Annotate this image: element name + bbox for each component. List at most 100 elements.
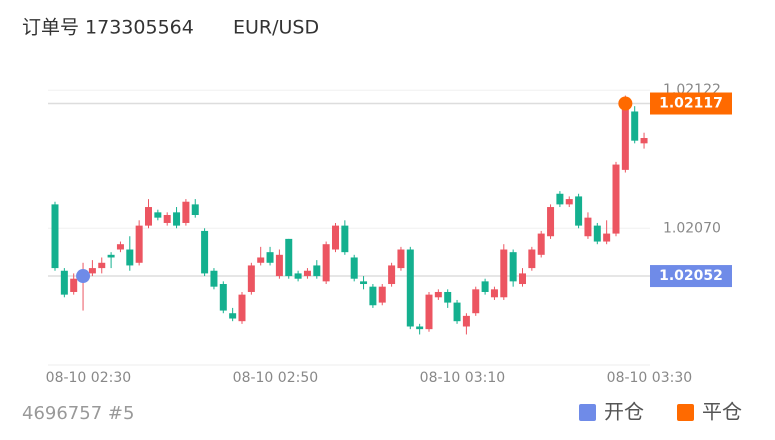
candle xyxy=(406,246,414,330)
order-id: 订单号 173305564 xyxy=(22,17,194,39)
candle-body xyxy=(621,103,629,170)
candle-body xyxy=(593,225,601,242)
candle-body xyxy=(229,313,237,319)
candle xyxy=(210,268,218,290)
candle xyxy=(397,246,405,271)
candle xyxy=(603,220,611,245)
candle-body xyxy=(285,238,293,277)
candle-body xyxy=(210,270,218,287)
candle xyxy=(434,289,442,300)
candle xyxy=(163,212,171,226)
candle xyxy=(519,268,526,287)
candle-body xyxy=(247,265,255,292)
candle-body xyxy=(425,294,433,330)
candle-body xyxy=(201,230,209,274)
marker-lines xyxy=(48,102,650,277)
candle-body xyxy=(107,254,115,258)
candle-body xyxy=(631,111,639,141)
candle xyxy=(322,241,330,285)
candle xyxy=(173,207,181,229)
candle-body xyxy=(360,281,368,285)
candle xyxy=(416,323,424,335)
candle-body xyxy=(145,207,152,226)
candle-body xyxy=(397,249,405,269)
candle-body xyxy=(481,281,489,292)
candle-body xyxy=(322,244,330,282)
candle-body xyxy=(88,268,96,274)
candle xyxy=(556,191,564,208)
candle xyxy=(303,268,311,279)
candle xyxy=(640,132,648,149)
candle xyxy=(332,222,339,253)
candle xyxy=(425,291,433,332)
candle xyxy=(388,262,396,287)
candle-body xyxy=(238,294,246,322)
candle xyxy=(219,281,227,314)
candle xyxy=(294,270,302,282)
candle xyxy=(593,222,601,245)
candle xyxy=(500,244,508,300)
candle-body xyxy=(70,278,78,292)
candle-body xyxy=(453,302,461,322)
candle xyxy=(341,220,349,255)
candle xyxy=(584,212,592,239)
x-tick-label: 08-10 03:10 xyxy=(420,370,505,386)
trade-dot xyxy=(76,269,91,284)
x-tick-label: 08-10 03:30 xyxy=(607,370,692,386)
candle xyxy=(182,199,190,226)
price-box xyxy=(650,92,732,115)
candle xyxy=(565,196,573,208)
candle-body xyxy=(341,225,349,253)
candle xyxy=(481,278,489,295)
candle-body xyxy=(219,284,227,311)
x-tick-label: 08-10 02:30 xyxy=(46,370,131,386)
candle xyxy=(88,260,96,277)
candle-body xyxy=(98,262,106,269)
price-box-label: 1.02052 xyxy=(659,268,723,284)
candle-body xyxy=(378,286,386,303)
candle xyxy=(612,161,620,237)
candle-body xyxy=(191,204,199,215)
candle xyxy=(313,260,321,279)
candle xyxy=(631,106,639,144)
candle-body xyxy=(528,249,536,269)
candle-body xyxy=(472,289,480,314)
candle-body xyxy=(537,233,545,255)
account: 4696757 #5 xyxy=(22,403,134,424)
candle xyxy=(229,307,237,322)
candle xyxy=(107,252,115,269)
legend-swatch xyxy=(677,404,694,421)
candle-body xyxy=(126,249,134,266)
candle-body xyxy=(547,207,555,237)
candle xyxy=(154,209,162,221)
y-tick-label: 1.02070 xyxy=(663,220,721,236)
candle xyxy=(537,230,545,258)
candle-body xyxy=(556,193,564,205)
candle xyxy=(257,246,265,266)
candle xyxy=(444,289,452,308)
candle-body xyxy=(275,254,283,277)
candle-body xyxy=(369,286,377,306)
candle xyxy=(126,236,134,271)
candle xyxy=(472,286,480,316)
candle-body xyxy=(173,212,181,226)
candle-body xyxy=(51,204,59,269)
candle-body xyxy=(388,265,396,285)
candle xyxy=(247,262,255,295)
price-box xyxy=(650,265,732,288)
candle-body xyxy=(500,249,508,298)
candle-body xyxy=(266,252,274,263)
candle-body xyxy=(612,164,620,234)
candle xyxy=(145,199,152,229)
candle-body xyxy=(257,257,265,263)
candle xyxy=(70,273,78,295)
candle-body xyxy=(434,291,442,298)
candle xyxy=(490,286,498,300)
candle-body xyxy=(350,257,358,279)
candle-body xyxy=(182,201,190,223)
trade-dot xyxy=(618,96,633,111)
candle-body xyxy=(60,270,68,295)
candle xyxy=(360,276,368,290)
